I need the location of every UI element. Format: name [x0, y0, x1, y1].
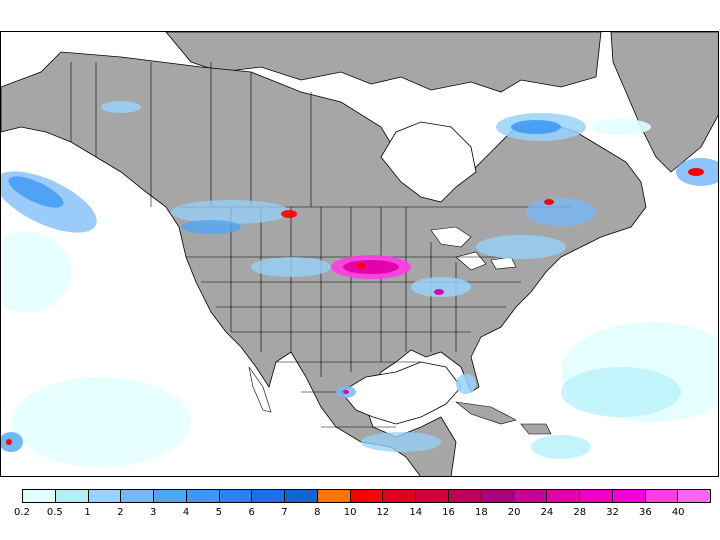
legend-swatch	[481, 490, 515, 502]
legend-tick-label: 6	[248, 507, 255, 518]
legend-swatch	[678, 490, 711, 502]
gulf-of-california	[248, 366, 272, 413]
legend-tick-label: 3	[150, 507, 157, 518]
legend-swatch	[645, 490, 679, 502]
legend-tick-label: 36	[639, 507, 652, 518]
legend-swatch	[88, 490, 122, 502]
legend-tick-label: 28	[573, 507, 587, 518]
political-borders	[70, 62, 571, 428]
legend-swatch	[252, 490, 286, 502]
legend-swatch	[55, 490, 89, 502]
legend-tick-label: 4	[182, 507, 190, 518]
greenland-landmass	[610, 32, 718, 173]
legend-tick-label: 18	[474, 507, 488, 518]
legend-swatch	[547, 490, 581, 502]
legend-swatch	[154, 490, 187, 502]
legend-tick-label: 8	[314, 507, 321, 518]
legend-tick-label: 24	[540, 507, 554, 518]
legend-tick-label: 32	[606, 507, 619, 518]
cuba	[454, 401, 517, 425]
legend-swatch	[23, 490, 56, 502]
legend-swatch	[514, 490, 548, 502]
legend-tick-label: 0.5	[46, 507, 63, 518]
precipitation-legend	[22, 489, 711, 503]
legend-swatch	[448, 490, 482, 502]
legend-swatch	[383, 490, 417, 502]
legend-tick-label: 14	[409, 507, 423, 518]
hudson-bay	[380, 121, 477, 203]
legend-swatch	[350, 490, 384, 502]
legend-swatch	[317, 490, 351, 502]
arctic-islands	[165, 32, 602, 93]
legend-swatch	[416, 490, 449, 502]
precipitation-overlay	[1, 101, 718, 467]
legend-tick-label: 10	[343, 507, 357, 518]
hispaniola	[520, 423, 552, 435]
gulf-of-mexico	[340, 361, 462, 425]
legend-tick-label: 7	[281, 507, 288, 518]
precipitation-map	[0, 31, 719, 477]
legend-tick-label: 12	[376, 507, 390, 518]
legend-tick-label: 5	[215, 507, 223, 518]
map-canvas	[1, 32, 718, 476]
legend-tick-label: 1	[84, 507, 91, 518]
legend-swatch	[186, 490, 220, 502]
legend-swatch	[580, 490, 613, 502]
legend-tick-label: 2	[117, 507, 124, 518]
legend-tick-label: 20	[507, 507, 521, 518]
legend-swatch	[121, 490, 155, 502]
legend-labels: 0.2 0.5 1 2 3 4 5 6 7 8 10 12 14 16 18 20 24 28 32 36 40	[0, 507, 720, 521]
legend-swatch	[612, 490, 646, 502]
legend-tick-label: 0.2	[14, 507, 30, 518]
legend-tick-label: 16	[442, 507, 455, 518]
legend-swatch	[285, 490, 318, 502]
legend-swatch	[219, 490, 253, 502]
legend-tick-label: 40	[671, 507, 685, 518]
